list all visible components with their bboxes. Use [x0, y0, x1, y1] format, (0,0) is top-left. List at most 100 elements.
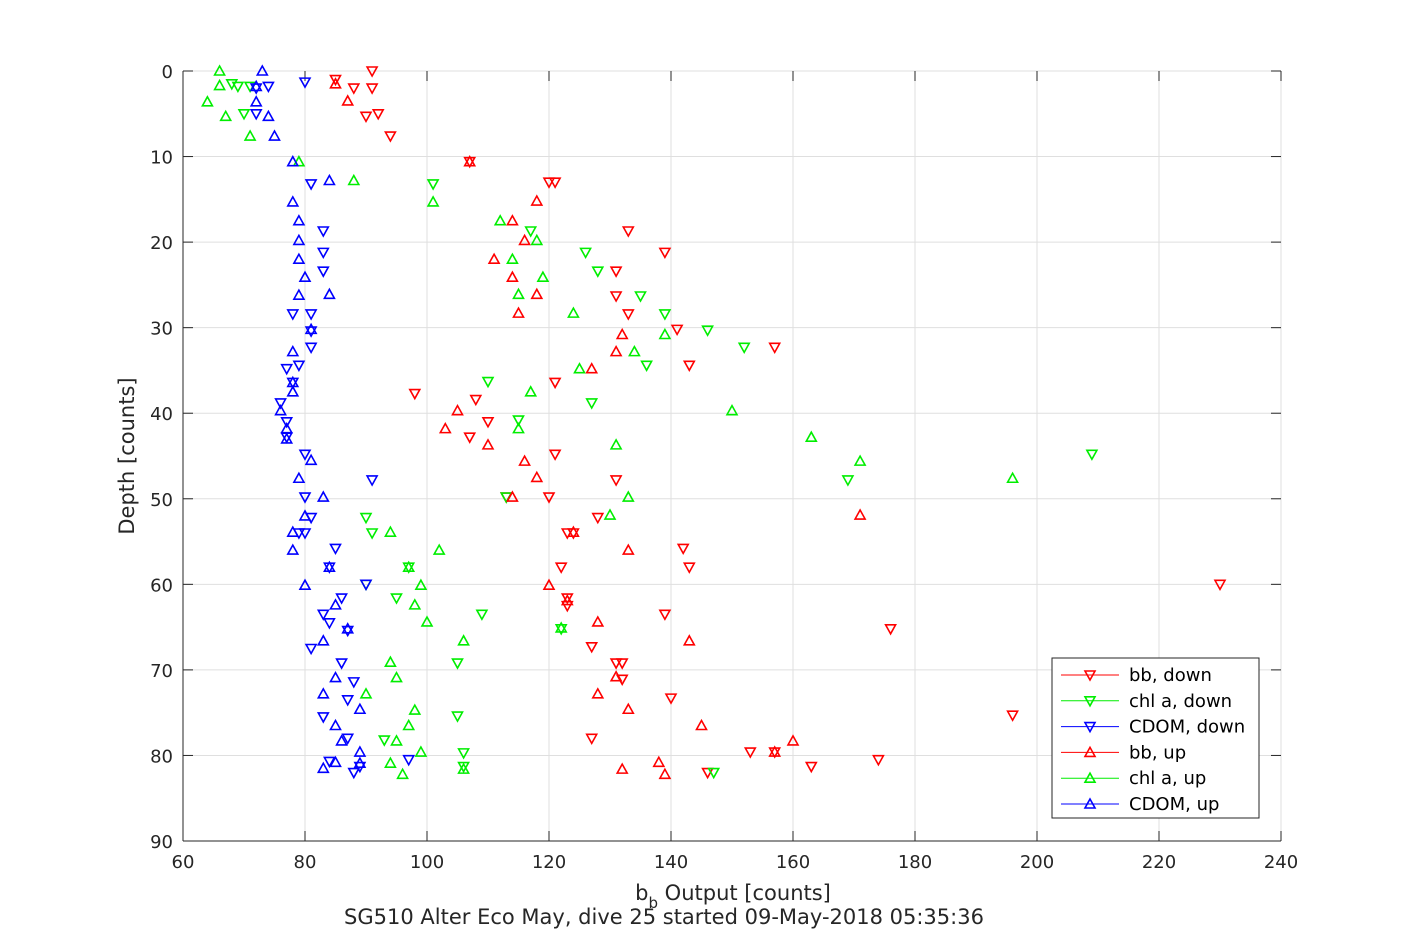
data-point: [573, 362, 586, 374]
x-tick-label: 220: [1142, 852, 1176, 873]
legend-label: CDOM, down: [1129, 717, 1245, 738]
y-tick-label: 40: [150, 404, 173, 425]
x-tick-label: 160: [776, 852, 810, 873]
data-point: [316, 609, 330, 621]
data-point: [304, 309, 318, 321]
data-point: [725, 404, 739, 416]
data-point: [323, 287, 336, 300]
data-point: [335, 658, 348, 670]
y-tick-labels: 0 10 20 30 40 50 60 70 80 90: [150, 62, 173, 853]
data-point: [530, 194, 544, 206]
data-point: [743, 747, 757, 759]
data-point: [524, 226, 538, 238]
y-axis-label: Depth [counts]: [115, 377, 139, 534]
x-tick-label: 240: [1264, 852, 1298, 873]
data-point: [426, 179, 440, 191]
data-point: [323, 618, 336, 630]
data-point: [304, 342, 318, 354]
legend-label: CDOM, up: [1129, 794, 1219, 815]
data-point: [670, 324, 684, 337]
data-point: [323, 756, 336, 769]
data-point: [768, 342, 782, 354]
data-point: [438, 421, 452, 434]
data-point: [323, 560, 336, 573]
data-point: [768, 745, 782, 757]
data-point: [640, 360, 653, 372]
data-point: [243, 129, 257, 141]
data-point: [609, 291, 623, 303]
series-0: [329, 66, 1227, 780]
data-point: [274, 398, 287, 410]
x-tick-label: 80: [294, 852, 317, 873]
data-point: [737, 342, 751, 354]
data-point: [268, 129, 281, 141]
data-point: [353, 756, 367, 768]
x-tick-label: 120: [532, 852, 566, 873]
data-point: [426, 195, 440, 207]
data-point: [542, 578, 556, 590]
x-axis-label-rest: Output [counts]: [658, 881, 831, 905]
data-point: [682, 634, 696, 646]
data-point: [323, 173, 336, 186]
data-point: [609, 266, 623, 278]
y-tick-label: 0: [162, 62, 173, 83]
data-point: [512, 306, 525, 318]
series-5: [249, 64, 367, 774]
data-point: [365, 83, 379, 95]
data-point: [658, 327, 672, 340]
data-point: [304, 326, 318, 338]
data-point: [298, 449, 312, 461]
data-point: [609, 670, 623, 682]
data-point: [518, 233, 531, 246]
data-point: [457, 748, 470, 760]
data-point: [512, 415, 525, 427]
data-point: [280, 363, 294, 376]
data-point: [707, 767, 721, 780]
data-point: [329, 74, 342, 87]
data-point: [359, 111, 373, 123]
data-point: [298, 492, 312, 504]
data-point: [359, 512, 373, 525]
data-point: [316, 761, 330, 774]
data-point: [695, 718, 708, 731]
data-point: [548, 449, 562, 461]
data-point: [548, 377, 562, 390]
y-tick-label: 80: [150, 746, 173, 767]
data-point: [371, 108, 385, 121]
x-axis-label: bb Output [counts]: [635, 881, 831, 912]
data-point: [518, 454, 531, 466]
data-point: [585, 641, 599, 654]
data-point: [280, 416, 294, 429]
data-point: [298, 77, 312, 89]
data-point: [676, 543, 690, 556]
data-point: [554, 624, 568, 636]
data-point: [237, 108, 251, 121]
data-point: [390, 593, 403, 605]
data-point: [402, 754, 416, 767]
data-point: [347, 83, 361, 95]
data-point: [658, 767, 672, 780]
data-point: [316, 687, 330, 699]
data-point: [329, 543, 342, 556]
data-point: [341, 625, 355, 638]
x-tick-labels: 60 80 100 120 140 160 180 200 220 240: [172, 852, 1299, 873]
axes-layer: [182, 70, 1282, 842]
data-point: [341, 622, 355, 634]
data-point: [304, 179, 318, 191]
data-point: [286, 525, 300, 537]
data-point: [432, 543, 446, 555]
y-tick-label: 60: [150, 575, 173, 596]
data-point: [292, 288, 306, 300]
data-point: [701, 767, 714, 780]
y-tick-label: 10: [150, 148, 173, 169]
data-point: [341, 733, 355, 745]
data-point: [353, 745, 367, 757]
x-axis-label-subscript: b: [648, 894, 658, 912]
data-point: [591, 687, 605, 699]
data-point: [591, 615, 605, 627]
data-marks: [201, 64, 1227, 780]
legend-label: chl a, up: [1129, 768, 1206, 789]
legend-label: chl a, down: [1129, 691, 1232, 712]
data-point: [213, 64, 226, 76]
